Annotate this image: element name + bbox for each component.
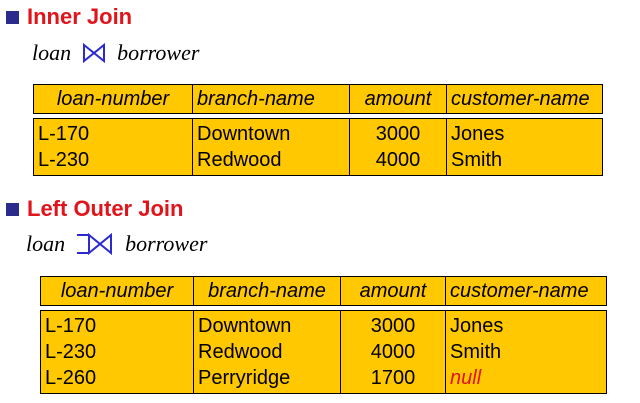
left-outer-join-header-table: loan-number branch-name amount customer-… [40, 276, 607, 306]
left-relation: loan [26, 231, 66, 256]
col-header: branch-name [193, 276, 341, 306]
table-row: L-170 L-230 Downtown Redwood 3000 4000 J… [33, 118, 603, 176]
col-header: branch-name [192, 84, 350, 114]
natural-join-icon [83, 42, 106, 64]
inner-join-expression: loan borrower [32, 40, 199, 66]
table-cell: 3000 4000 1700 [340, 310, 446, 394]
inner-join-header-table: loan-number branch-name amount customer-… [33, 84, 603, 114]
table-row: L-170 L-230 L-260 Downtown Redwood Perry… [40, 310, 607, 394]
left-outer-join-icon [77, 232, 113, 256]
inner-join-title: Inner Join [6, 4, 132, 30]
null-value: null [450, 367, 482, 389]
right-relation: borrower [117, 40, 200, 65]
left-outer-join-expression: loan borrower [26, 231, 207, 257]
table-cell: Jones Smith [446, 118, 603, 176]
left-outer-join-title: Left Outer Join [6, 196, 183, 222]
col-header: loan-number [40, 276, 194, 306]
col-header: customer-name [446, 84, 603, 114]
table-cell: 3000 4000 [349, 118, 447, 176]
table-cell: Downtown Redwood [192, 118, 350, 176]
left-outer-join-title-text: Left Outer Join [27, 196, 184, 221]
table-cell: Jones Smith null [445, 310, 607, 394]
col-header: amount [349, 84, 447, 114]
left-outer-join-body-table: L-170 L-230 L-260 Downtown Redwood Perry… [40, 310, 607, 394]
col-header: amount [340, 276, 446, 306]
inner-join-body-table: L-170 L-230 Downtown Redwood 3000 4000 J… [33, 118, 603, 176]
table-cell: L-170 L-230 [33, 118, 193, 176]
square-bullet-icon [6, 10, 19, 24]
table-cell: Downtown Redwood Perryridge [193, 310, 341, 394]
right-relation: borrower [125, 231, 208, 256]
table-cell: L-170 L-230 L-260 [40, 310, 194, 394]
inner-join-title-text: Inner Join [27, 4, 133, 29]
left-relation: loan [32, 40, 72, 65]
col-header: customer-name [445, 276, 607, 306]
square-bullet-icon [6, 202, 19, 216]
col-header: loan-number [33, 84, 193, 114]
